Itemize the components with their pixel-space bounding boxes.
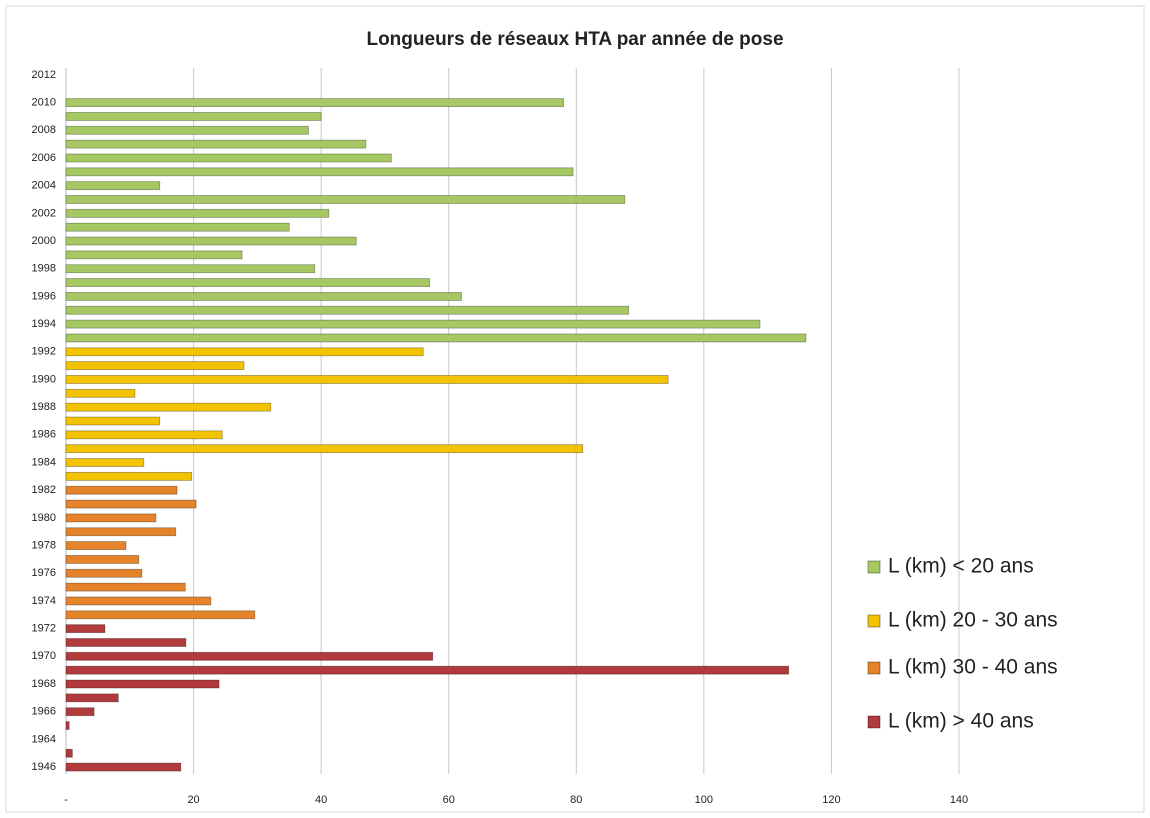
bar <box>65 610 256 620</box>
bar <box>65 222 290 232</box>
bar <box>65 236 357 246</box>
bar <box>65 319 761 329</box>
legend-swatch <box>867 614 881 628</box>
y-tick-label: 1990 <box>32 373 56 385</box>
bar <box>65 139 367 149</box>
y-tick-label: 2012 <box>32 69 56 81</box>
chart-title: Longueurs de réseaux HTA par année de po… <box>366 29 783 50</box>
bar <box>65 305 629 315</box>
y-tick-label: 1982 <box>32 484 56 496</box>
bar <box>65 388 136 398</box>
bar <box>65 721 70 730</box>
bar <box>65 125 309 135</box>
x-tick-label: 80 <box>570 794 582 806</box>
bar <box>65 181 161 191</box>
y-tick-label: 1980 <box>32 512 56 524</box>
y-tick-label: 1978 <box>32 539 56 551</box>
legend-label: L (km) 20 - 30 ans <box>888 609 1058 632</box>
y-tick-label: 2000 <box>32 235 56 247</box>
bar <box>65 693 119 703</box>
y-tick-label: 2004 <box>32 180 56 192</box>
x-tick-label: 40 <box>315 794 327 806</box>
y-tick-label: 1996 <box>32 290 56 302</box>
bar <box>65 361 245 371</box>
bar <box>65 624 106 634</box>
bar <box>65 347 424 357</box>
bar <box>65 112 322 121</box>
y-tick-label: 1986 <box>32 429 56 441</box>
bar <box>65 264 316 274</box>
y-tick-label: 2008 <box>32 124 56 136</box>
bar <box>65 416 161 426</box>
y-tick-label: 1974 <box>32 595 56 607</box>
bar <box>65 499 197 509</box>
bar <box>65 333 807 343</box>
bar <box>65 638 187 647</box>
bar <box>65 98 564 108</box>
y-tick-label: 1966 <box>32 706 56 718</box>
x-tick-label: 20 <box>187 794 199 806</box>
bar <box>65 167 574 177</box>
legend-label: L (km) 30 - 40 ans <box>888 656 1058 679</box>
x-tick-label: 60 <box>443 794 455 806</box>
y-tick-label: 2006 <box>32 152 56 164</box>
bar <box>65 292 462 301</box>
y-tick-label: 2010 <box>32 97 56 109</box>
x-tick-label: 100 <box>695 794 713 806</box>
y-tick-label: 1984 <box>32 456 56 468</box>
bar <box>65 651 434 661</box>
y-tick-label: 1968 <box>32 678 56 690</box>
bar <box>65 541 127 550</box>
y-tick-label: 2002 <box>32 207 56 219</box>
y-tick-label: 1964 <box>32 733 56 745</box>
bar <box>65 485 178 495</box>
y-tick-label: 1992 <box>32 346 56 358</box>
bar <box>65 444 584 454</box>
bar <box>65 278 430 287</box>
bar <box>65 513 157 523</box>
bar <box>65 596 212 606</box>
bar <box>65 195 626 204</box>
x-tick-label: 120 <box>822 794 840 806</box>
x-tick-label: - <box>64 794 68 806</box>
bar <box>65 762 182 772</box>
bar <box>65 250 243 260</box>
legend-swatch <box>867 560 881 574</box>
bar <box>65 665 790 675</box>
bar <box>65 527 177 537</box>
bar <box>65 471 193 481</box>
y-tick-label: 1946 <box>32 761 56 773</box>
y-tick-label: 1972 <box>32 623 56 635</box>
legend-swatch <box>867 715 881 729</box>
bar <box>65 458 145 467</box>
bar <box>65 555 140 564</box>
bar <box>65 707 95 717</box>
bar <box>65 375 669 384</box>
y-tick-label: 1970 <box>32 650 56 662</box>
bar <box>65 679 220 689</box>
bar <box>65 402 272 412</box>
bar <box>65 208 330 218</box>
x-tick-label: 140 <box>950 794 968 806</box>
y-tick-label: 1988 <box>32 401 56 413</box>
bar <box>65 568 143 578</box>
bar <box>65 582 186 592</box>
bar <box>65 748 73 758</box>
bar <box>65 430 223 440</box>
legend-label: L (km) > 40 ans <box>888 710 1034 733</box>
legend-swatch <box>867 661 881 675</box>
y-tick-label: 1998 <box>32 263 56 275</box>
y-tick-label: 1994 <box>32 318 56 330</box>
y-tick-label: 1976 <box>32 567 56 579</box>
bar <box>65 153 392 163</box>
legend-label: L (km) < 20 ans <box>888 555 1034 578</box>
